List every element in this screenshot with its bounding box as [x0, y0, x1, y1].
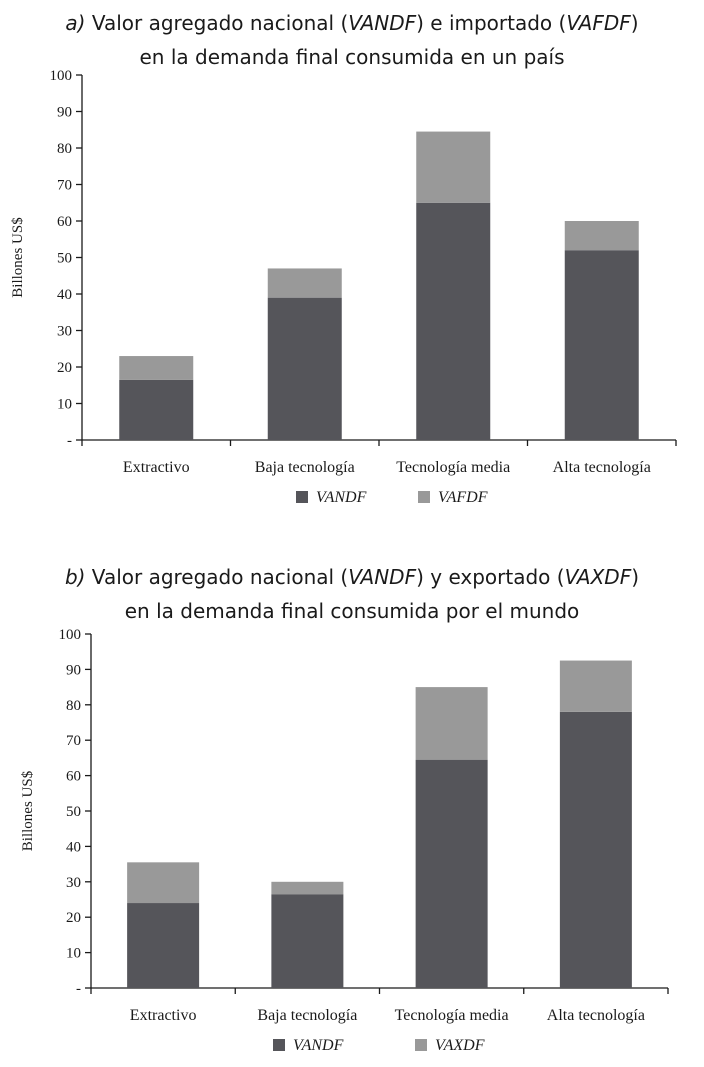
- y-tick-label: 90: [57, 105, 72, 121]
- bar-vafdf: [564, 221, 639, 251]
- bar-vandf: [267, 297, 342, 440]
- y-tick-label: 90: [66, 662, 81, 678]
- legend-label-vaxdf: VAXDF: [435, 1037, 485, 1054]
- title-text-c: ) e importado (: [416, 11, 567, 35]
- y-tick-label: 20: [57, 360, 72, 376]
- y-tick-label: 30: [66, 875, 81, 891]
- bar-vandf: [127, 903, 200, 988]
- title-series-1: VANDF: [348, 11, 417, 35]
- x-category-label: Tecnología media: [396, 459, 510, 476]
- x-category-label: Baja tecnología: [255, 459, 355, 476]
- y-tick-label: -: [67, 433, 72, 449]
- bar-vaxdf: [559, 660, 632, 712]
- legend-swatch-vandf: [296, 491, 308, 503]
- bar-vandf: [416, 202, 491, 440]
- bar-vaxdf: [415, 687, 488, 760]
- legend-label-vafdf: VAFDF: [438, 489, 488, 506]
- legend-label-vandf: VANDF: [316, 489, 367, 506]
- y-tick-label: 70: [57, 178, 72, 194]
- title-text-c: ) y exportado (: [416, 565, 565, 589]
- bar-vafdf: [119, 356, 194, 380]
- title-prefix: a): [65, 11, 86, 35]
- title-text-e: ): [630, 11, 639, 35]
- y-tick-label: 100: [59, 627, 82, 643]
- y-tick-label: -: [76, 981, 81, 997]
- chart-title: b) Valor agregado nacional (VANDF) y exp…: [0, 560, 704, 628]
- y-tick-label: 20: [66, 910, 81, 926]
- title-text-e: ): [631, 565, 640, 589]
- legend-swatch-vandf: [273, 1039, 285, 1051]
- title-prefix: b): [64, 565, 86, 589]
- y-tick-label: 30: [57, 324, 72, 340]
- chart-title-line1: a) Valor agregado nacional (VANDF) e imp…: [0, 6, 704, 40]
- chart-title-line2: en la demanda final consumida por el mun…: [124, 599, 580, 623]
- x-category-label: Tecnología media: [395, 1007, 509, 1024]
- bar-vandf: [119, 379, 194, 440]
- bar-vaxdf: [127, 862, 200, 904]
- title-series-2: VAXDF: [564, 565, 632, 589]
- y-tick-label: 10: [66, 946, 81, 962]
- title-series-2: VAFDF: [566, 11, 631, 35]
- chart-title: a) Valor agregado nacional (VANDF) e imp…: [0, 6, 704, 74]
- chart-b: b) Valor agregado nacional (VANDF) y exp…: [0, 550, 704, 1067]
- y-tick-label: 60: [66, 769, 81, 785]
- title-text-a: Valor agregado nacional (: [85, 565, 349, 589]
- bar-vafdf: [416, 131, 491, 203]
- chart-a: a) Valor agregado nacional (VANDF) e imp…: [0, 0, 704, 530]
- y-tick-label: 50: [66, 804, 81, 820]
- chart-svg: - 10 20 30 40 50 60 70 80 90 100 Extractivo Baja tec…: [20, 627, 669, 1054]
- x-category-label: Extractivo: [123, 459, 190, 476]
- y-tick-label: 80: [66, 698, 81, 714]
- bar-vandf: [564, 250, 639, 440]
- y-tick-label: 100: [50, 70, 73, 84]
- x-category-label: Alta tecnología: [553, 459, 651, 476]
- chart-svg: - 10 20 30 40 50 60 70 80 90 100 Extractivo Baja tec…: [10, 70, 677, 506]
- x-category-label: Extractivo: [130, 1007, 197, 1024]
- legend-swatch-vaxdf: [415, 1039, 427, 1051]
- y-tick-label: 10: [57, 397, 72, 413]
- y-tick-label: 60: [57, 214, 72, 230]
- y-tick-label: 70: [66, 733, 81, 749]
- legend-label-vandf: VANDF: [293, 1037, 344, 1054]
- y-axis-label: Billones US$: [20, 770, 36, 851]
- bar-vafdf: [267, 268, 342, 298]
- bar-vandf: [271, 894, 344, 988]
- bar-vandf: [415, 759, 488, 988]
- title-series-1: VANDF: [348, 565, 417, 589]
- y-tick-label: 40: [57, 287, 72, 303]
- x-category-label: Baja tecnología: [257, 1007, 357, 1024]
- y-tick-label: 40: [66, 839, 81, 855]
- legend-swatch-vafdf: [418, 491, 430, 503]
- y-tick-label: 50: [57, 251, 72, 267]
- y-tick-label: 80: [57, 141, 72, 157]
- bar-vandf: [559, 711, 632, 988]
- y-axis-label: Billones US$: [10, 217, 26, 298]
- bar-vaxdf: [271, 881, 344, 895]
- chart-title-line2: en la demanda final consumida en un país: [139, 45, 565, 69]
- chart-title-line1: b) Valor agregado nacional (VANDF) y exp…: [0, 560, 704, 594]
- x-category-label: Alta tecnología: [547, 1007, 645, 1024]
- title-text-a: Valor agregado nacional (: [85, 11, 349, 35]
